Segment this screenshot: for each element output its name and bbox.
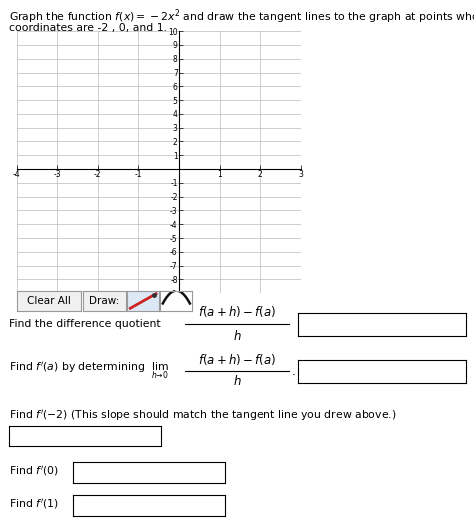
Text: Clear All: Clear All [27, 296, 71, 306]
Text: Find $f'(0)$: Find $f'(0)$ [9, 465, 59, 478]
Text: coordinates are -2 , 0, and 1.: coordinates are -2 , 0, and 1. [9, 23, 167, 33]
Text: Graph the function $f(x) =  - 2x^2$ and draw the tangent lines to the graph at p: Graph the function $f(x) = - 2x^2$ and d… [9, 8, 474, 26]
Text: $f(a + h) - f(a)$: $f(a + h) - f(a)$ [198, 304, 276, 319]
Text: Find $f'(1)$: Find $f'(1)$ [9, 498, 59, 511]
Text: Find $f'( - 2)$ (This slope should match the tangent line you drew above.): Find $f'( - 2)$ (This slope should match… [9, 408, 397, 422]
Text: $f(a + h) - f(a)$: $f(a + h) - f(a)$ [198, 352, 276, 367]
Text: Find the difference quotient: Find the difference quotient [9, 319, 161, 330]
Text: Find $f'(a)$ by determining  $\lim_{h \to 0}$: Find $f'(a)$ by determining $\lim_{h \to… [9, 361, 169, 381]
Text: .: . [292, 364, 295, 378]
Text: Draw:: Draw: [89, 296, 119, 306]
Text: $h$: $h$ [233, 329, 241, 343]
Text: $h$: $h$ [233, 375, 241, 388]
